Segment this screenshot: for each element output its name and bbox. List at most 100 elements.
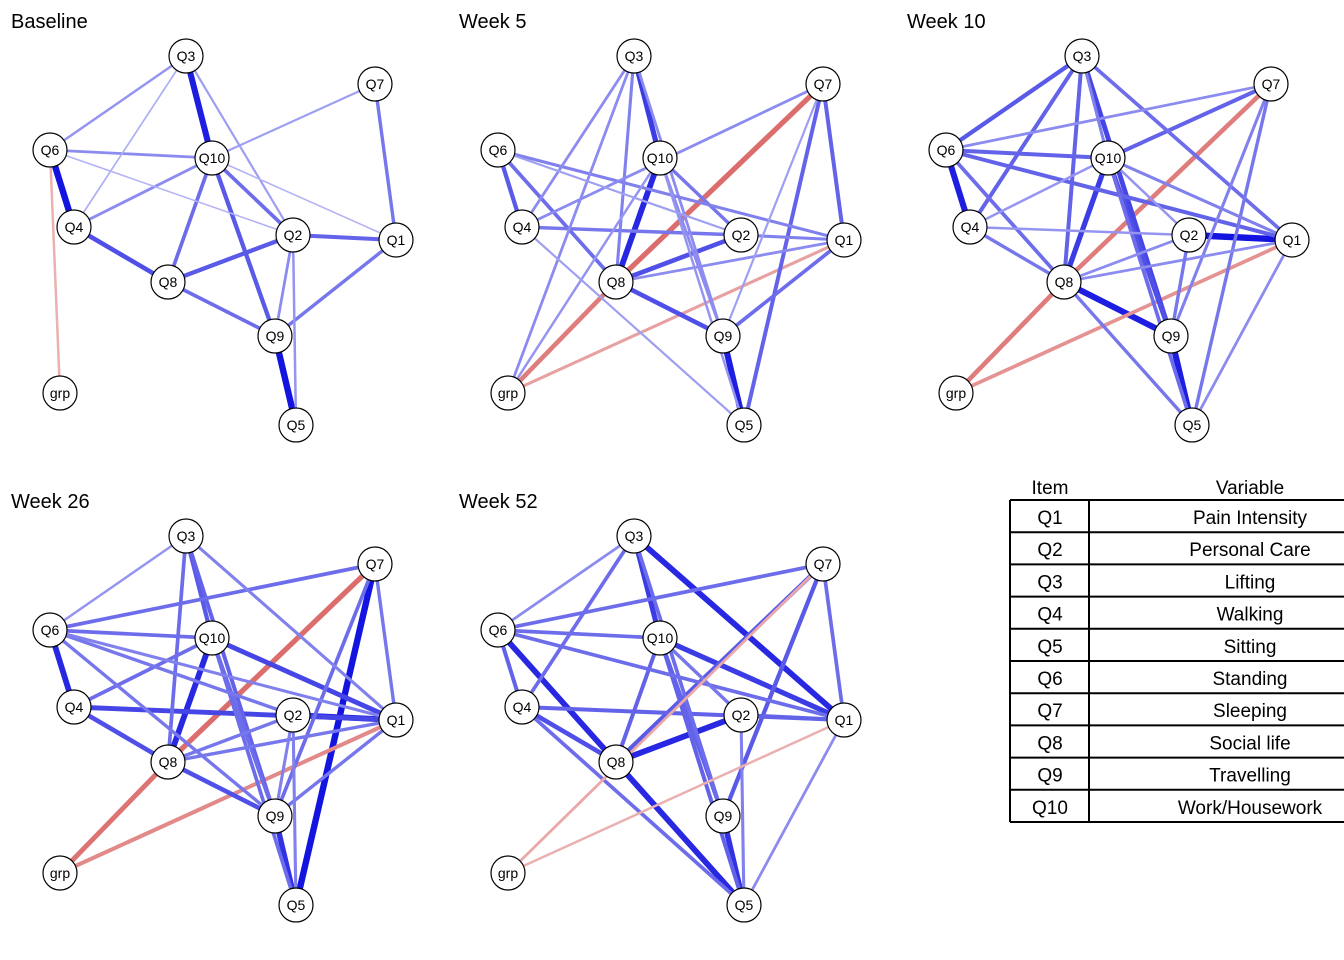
positive-edge: [496, 148, 743, 237]
node-q9: Q9: [705, 318, 741, 354]
positive-edge: [184, 534, 398, 722]
node-circle: [726, 407, 762, 443]
node-circle: [150, 744, 186, 780]
positive-edge: [520, 534, 636, 709]
table-cell-item: Q6: [1037, 669, 1062, 690]
positive-edge: [166, 718, 398, 764]
node-q10: Q10: [1090, 140, 1126, 176]
positive-edge: [613, 232, 744, 285]
node-q10: Q10: [194, 620, 230, 656]
node-label: Q10: [199, 630, 226, 646]
node-circle: [275, 217, 311, 253]
positive-edge: [519, 704, 619, 765]
node-q4: Q4: [504, 689, 540, 725]
node-label: Q5: [1183, 417, 1202, 433]
node-label: Q10: [1095, 150, 1122, 166]
node-q3: Q3: [168, 38, 204, 74]
positive-edge: [496, 562, 825, 632]
table-cell-variable: Walking: [1217, 605, 1284, 626]
node-circle: [598, 264, 634, 300]
node-circle: [150, 264, 186, 300]
positive-edge: [48, 562, 377, 632]
node-circle: [56, 689, 92, 725]
node-circle: [723, 217, 759, 253]
positive-edge: [721, 82, 825, 338]
table-cell-variable: Standing: [1212, 669, 1287, 690]
node-label: grp: [498, 385, 518, 401]
positive-edge: [73, 55, 187, 228]
node-q6: Q6: [32, 132, 68, 168]
node-q7: Q7: [805, 66, 841, 102]
node-label: Q4: [513, 219, 532, 235]
table-cell-item: Q8: [1037, 733, 1062, 754]
positive-edge: [520, 705, 746, 907]
positive-edge: [209, 155, 278, 339]
node-q5: Q5: [278, 407, 314, 443]
node-label: Q8: [607, 274, 626, 290]
negative-edge: [506, 238, 846, 395]
node-circle: [504, 689, 540, 725]
node-circle: [826, 702, 862, 738]
node-label: grp: [50, 865, 70, 881]
node-q2: Q2: [275, 697, 311, 733]
table-cell-variable: Pain Intensity: [1193, 508, 1308, 529]
positive-edge: [613, 279, 726, 339]
node-label: Q2: [284, 227, 303, 243]
node-circle: [805, 66, 841, 102]
node-label: Q7: [1262, 76, 1281, 92]
node-circle: [705, 798, 741, 834]
node-grp: grp: [42, 855, 78, 891]
positive-edge: [613, 155, 663, 285]
node-circle: [168, 518, 204, 554]
positive-edge: [210, 82, 377, 160]
positive-edge: [657, 635, 847, 723]
table-cell-variable: Lifting: [1225, 572, 1276, 593]
node-circle: [938, 375, 974, 411]
node-label: Q2: [732, 707, 751, 723]
node-label: Q4: [961, 219, 980, 235]
negative-edge: [506, 718, 846, 875]
positive-edge: [166, 156, 214, 284]
edge-group: [942, 53, 1296, 429]
table-cell-item: Q1: [1037, 508, 1062, 529]
positive-edge: [613, 759, 747, 908]
node-label: Q2: [284, 707, 303, 723]
node-circle: [278, 887, 314, 923]
table-header-item: Item: [1032, 478, 1069, 499]
node-label: Q10: [647, 630, 674, 646]
positive-edge: [48, 628, 277, 818]
positive-edge: [48, 628, 398, 722]
positive-edge: [210, 636, 298, 907]
positive-edge: [48, 148, 214, 160]
node-q2: Q2: [723, 697, 759, 733]
node-circle: [168, 38, 204, 74]
node-q6: Q6: [928, 132, 964, 168]
node-label: Q6: [41, 142, 60, 158]
node-label: grp: [946, 385, 966, 401]
positive-edge: [273, 562, 377, 818]
positive-edge: [1106, 82, 1273, 160]
positive-edge: [291, 713, 298, 907]
positive-edge: [210, 156, 295, 237]
positive-edge: [166, 713, 295, 764]
node-label: Q9: [266, 808, 285, 824]
table-header-variable: Variable: [1216, 478, 1284, 499]
node-q8: Q8: [598, 744, 634, 780]
positive-edge: [1062, 238, 1294, 284]
panel-title: Week 5: [459, 11, 526, 33]
node-label: Q3: [625, 528, 644, 544]
edge-group: [46, 52, 398, 429]
node-circle: [42, 855, 78, 891]
positive-edge: [1190, 82, 1273, 427]
panel-title: Week 52: [459, 491, 538, 513]
node-group: Q3 Q7 Q6 Q10 Q4 Q2 Q1 Q8 Q9 grp Q5: [480, 38, 862, 443]
positive-edge: [721, 238, 846, 338]
node-circle: [1174, 407, 1210, 443]
edge-group: [47, 533, 399, 909]
node-circle: [490, 855, 526, 891]
node-q9: Q9: [257, 798, 293, 834]
table-cell-item: Q2: [1037, 540, 1062, 561]
positive-edge: [72, 156, 214, 229]
node-label: Q4: [513, 699, 532, 715]
node-q8: Q8: [150, 744, 186, 780]
